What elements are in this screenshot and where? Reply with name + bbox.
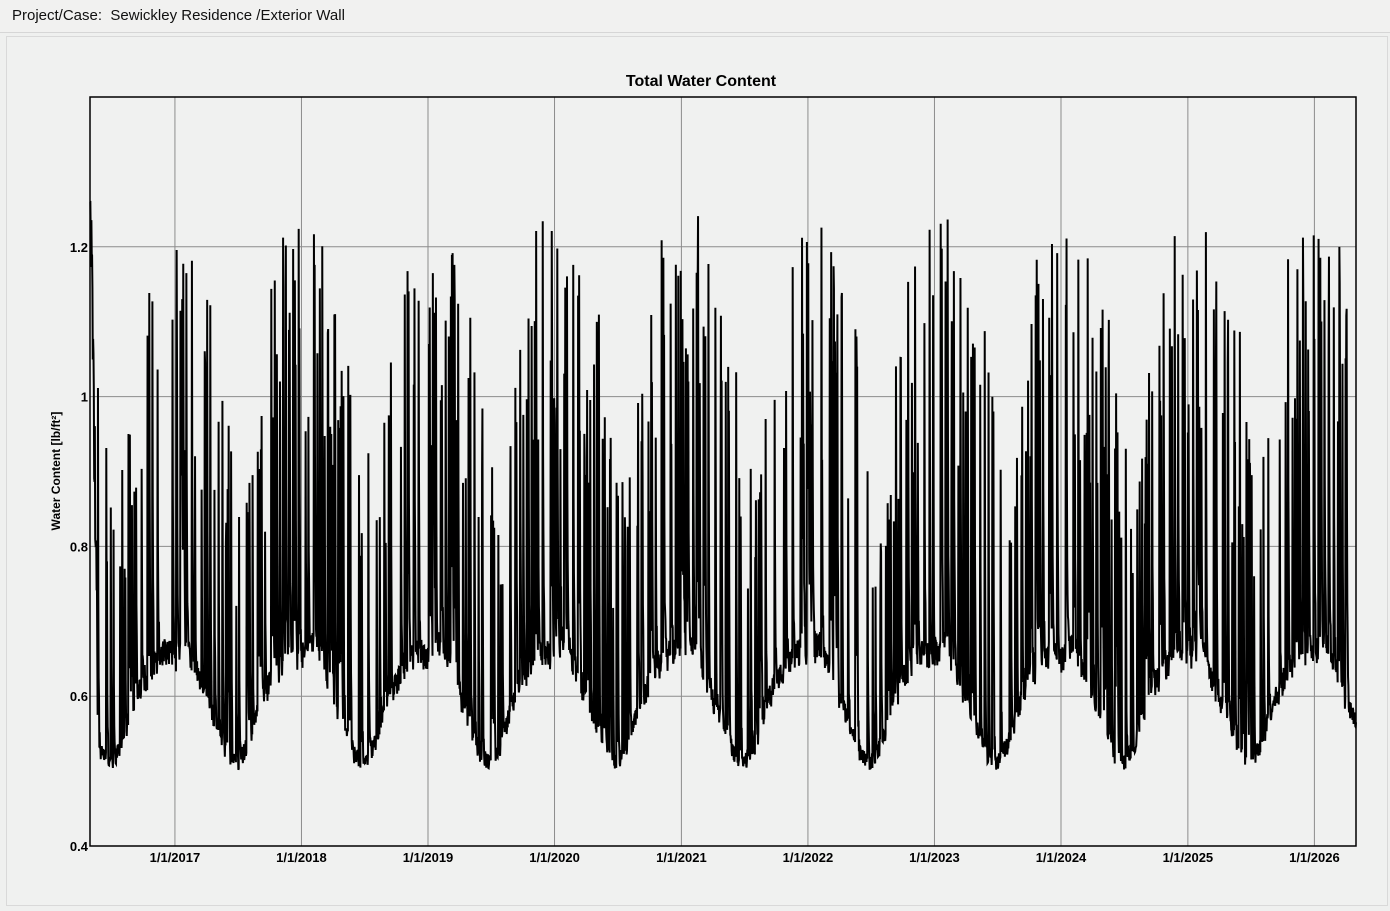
y-tick-label: 1.2 (70, 240, 88, 255)
y-tick-label: 0.6 (70, 689, 88, 704)
x-tick-label: 1/1/2026 (1289, 850, 1340, 865)
x-tick-label: 1/1/2018 (276, 850, 327, 865)
series-layer (89, 200, 1357, 771)
x-tick-label: 1/1/2025 (1163, 850, 1214, 865)
y-tick-label: 0.8 (70, 539, 88, 554)
x-tick-label: 1/1/2019 (403, 850, 454, 865)
project-case-value: Sewickley Residence /Exterior Wall (110, 7, 345, 24)
x-tick-label: 1/1/2017 (150, 850, 201, 865)
x-axis-ticks: 1/1/2017 1/1/2018 1/1/2019 1/1/2020 1/1/2021… (150, 850, 1340, 865)
project-case-label: Project/Case: Sewickley Residence /Exter… (12, 7, 345, 24)
header-bar: Project/Case: Sewickley Residence /Exter… (0, 0, 1390, 33)
chart-title: Total Water Content (626, 73, 777, 90)
x-tick-label: 1/1/2021 (656, 850, 707, 865)
y-tick-label: 0.4 (70, 839, 89, 854)
y-axis-ticks: 0.4 0.6 0.8 1 1.2 (70, 240, 89, 854)
x-tick-label: 1/1/2020 (529, 850, 580, 865)
series-line-water-content (89, 200, 1357, 771)
y-axis-label: Water Content [lb/ft²] (49, 412, 63, 531)
y-tick-label: 1 (81, 390, 88, 405)
x-tick-label: 1/1/2024 (1036, 850, 1087, 865)
plot-area (89, 96, 1357, 847)
x-tick-label: 1/1/2022 (783, 850, 834, 865)
x-tick-label: 1/1/2023 (909, 850, 960, 865)
